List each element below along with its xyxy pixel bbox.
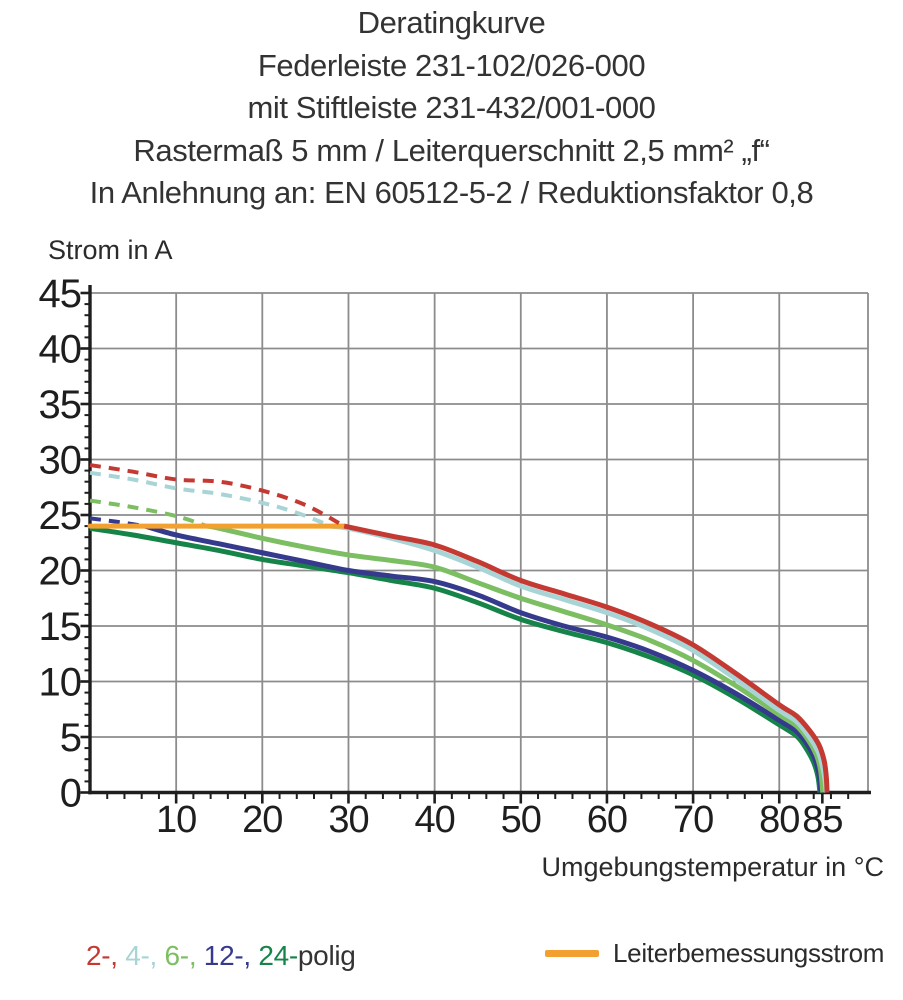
- svg-text:5: 5: [60, 716, 81, 760]
- legend-segment-1: 4-,: [125, 940, 165, 971]
- series-4-polig: [89, 470, 829, 793]
- legend-reference-current: Leiterbemessungsstrom: [545, 938, 884, 969]
- reference-line-label: Leiterbemessungsstrom: [613, 938, 885, 968]
- series-24-polig: [89, 525, 823, 793]
- y-tick-labels: 0 5 10 15 20 25 30 35 40 45: [39, 272, 83, 816]
- legend-segment-3: 12-,: [203, 940, 259, 971]
- y-axis-title: Strom in A: [48, 235, 173, 265]
- svg-text:10: 10: [156, 799, 196, 841]
- svg-text:35: 35: [39, 383, 82, 427]
- legend-poles: 2-, 4-, 6-, 12-, 24-polig: [86, 940, 356, 972]
- svg-text:30: 30: [328, 799, 368, 841]
- legend-segment-0: 2-,: [86, 940, 126, 971]
- series-2-polig: [89, 463, 830, 793]
- x-axis-title: Umgebungstemperatur in °C: [542, 852, 884, 882]
- legend-segment-4: 24-: [258, 940, 298, 971]
- svg-text:15: 15: [39, 605, 82, 649]
- svg-text:45: 45: [39, 272, 82, 316]
- svg-text:80: 80: [759, 799, 799, 841]
- title-line-5: In Anlehnung an: EN 60512-5-2 / Reduktio…: [89, 175, 814, 210]
- title-line-3: mit Stiftleiste 231-432/001-000: [247, 90, 656, 125]
- title-line-1: Deratingkurve: [357, 5, 546, 40]
- series-6-polig: [89, 498, 826, 793]
- title-line-4: Rastermaß 5 mm / Leiterquerschnitt 2,5 m…: [133, 132, 770, 168]
- svg-text:40: 40: [414, 799, 454, 841]
- svg-text:25: 25: [39, 494, 82, 538]
- legend-segment-5: polig: [297, 940, 356, 971]
- chart-title-block: Deratingkurve Federleiste 231-102/026-00…: [0, 2, 903, 215]
- title-line-2: Federleiste 231-102/026-000: [257, 47, 646, 83]
- x-tick-labels: 10 20 30 40 50 60 70 80 85: [156, 799, 843, 841]
- svg-text:70: 70: [673, 799, 713, 841]
- svg-text:10: 10: [39, 661, 82, 705]
- svg-text:60: 60: [587, 799, 627, 841]
- svg-text:20: 20: [39, 550, 82, 594]
- svg-text:0: 0: [60, 772, 81, 816]
- svg-text:20: 20: [242, 799, 282, 841]
- svg-text:85: 85: [802, 799, 842, 841]
- svg-text:50: 50: [501, 799, 541, 841]
- reference-line-swatch: [545, 950, 599, 957]
- svg-text:40: 40: [39, 328, 82, 372]
- svg-text:30: 30: [39, 439, 82, 483]
- legend-segment-2: 6-,: [164, 940, 204, 971]
- axes: [88, 285, 871, 795]
